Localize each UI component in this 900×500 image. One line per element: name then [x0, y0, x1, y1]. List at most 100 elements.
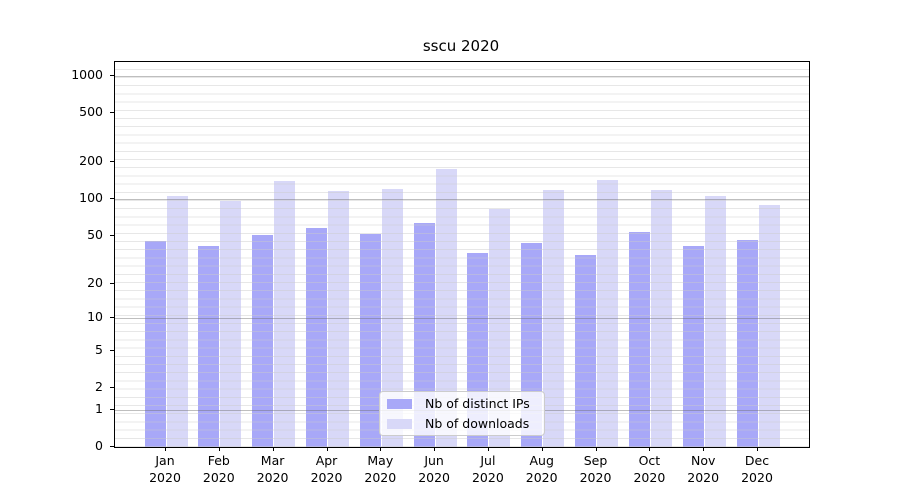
x-tick-label-dec: Dec 2020: [722, 452, 792, 486]
y-tick-label-20: 20: [87, 274, 103, 290]
bar-nb-of-downloads-feb: [220, 200, 242, 447]
y-tick-mark-0: [110, 446, 114, 447]
x-tick-year: 2020: [471, 470, 504, 485]
x-tick-month: Jun: [424, 453, 444, 468]
y-tick-label-10: 10: [87, 309, 103, 325]
bar-nb-of-distinct-ips-nov: [682, 246, 704, 447]
x-tick-year: 2020: [202, 470, 235, 485]
bar-nb-of-distinct-ips-sep: [575, 254, 597, 447]
bar-nb-of-distinct-ips-jun: [413, 222, 435, 447]
y-tick-label-1: 1: [95, 400, 103, 416]
x-tick-month: Jul: [480, 453, 496, 468]
x-tick-month: May: [367, 453, 394, 468]
x-tick-label-mar: Mar 2020: [238, 452, 308, 486]
bar-nb-of-downloads-apr: [327, 191, 349, 447]
x-tick-month: Apr: [315, 453, 338, 468]
bar-nb-of-distinct-ips-jan: [144, 241, 166, 447]
bar-nb-of-downloads-jun: [435, 169, 457, 447]
legend-swatch-nb-of-distinct-ips: [387, 398, 412, 409]
bar-nb-of-downloads-sep: [597, 180, 619, 447]
x-tick-month: Aug: [529, 453, 554, 468]
y-tick-mark-1000: [110, 75, 114, 77]
x-tick-year: 2020: [418, 470, 450, 485]
y-tick-label-200: 200: [79, 153, 103, 169]
bar-nb-of-downloads-oct: [650, 190, 672, 447]
bars-layer: [115, 62, 809, 447]
x-tick-year: 2020: [741, 470, 773, 485]
y-tick-mark-50: [110, 234, 114, 236]
y-tick-label-100: 100: [79, 190, 103, 206]
bar-nb-of-downloads-jan: [166, 195, 188, 447]
x-tick-year: 2020: [310, 470, 343, 485]
bar-nb-of-downloads-jul: [489, 209, 511, 447]
x-tick-year: 2020: [687, 470, 720, 485]
x-tick-month: Sep: [583, 453, 608, 468]
x-tick-month: Jan: [155, 453, 175, 468]
x-tick-mark-nov: [703, 447, 705, 451]
bar-nb-of-distinct-ips-apr: [305, 228, 327, 447]
x-tick-year: 2020: [364, 470, 397, 485]
y-tick-label-50: 50: [87, 226, 103, 242]
bar-nb-of-distinct-ips-feb: [198, 246, 220, 447]
y-tick-label-1000: 1000: [71, 67, 103, 83]
chart-title: sscu 2020: [422, 37, 500, 55]
x-tick-month: Dec: [744, 453, 770, 468]
x-tick-year: 2020: [525, 470, 558, 485]
x-tick-month: Nov: [690, 453, 716, 468]
x-tick-mark-sep: [595, 447, 597, 451]
legend-label-nb-of-downloads: Nb of downloads: [425, 415, 530, 431]
x-tick-label-jul: Jul 2020: [453, 452, 523, 486]
x-tick-mark-apr: [326, 447, 328, 451]
x-tick-label-jun: Jun 2020: [399, 452, 469, 486]
x-tick-month: Oct: [638, 453, 661, 468]
x-tick-mark-feb: [218, 447, 220, 451]
y-tick-mark-1: [110, 408, 114, 410]
x-tick-year: 2020: [256, 470, 289, 485]
x-tick-label-feb: Feb 2020: [184, 452, 254, 486]
bar-nb-of-downloads-dec: [758, 204, 780, 447]
x-tick-label-aug: Aug 2020: [507, 452, 577, 486]
legend-label-nb-of-distinct-ips: Nb of distinct IPs: [425, 395, 530, 411]
x-tick-mark-oct: [649, 447, 651, 451]
y-tick-mark-2: [110, 387, 114, 388]
x-tick-mark-dec: [757, 447, 758, 451]
bar-nb-of-distinct-ips-mar: [252, 234, 274, 447]
x-tick-year: 2020: [579, 470, 612, 485]
x-tick-mark-mar: [272, 447, 274, 451]
bar-nb-of-downloads-mar: [274, 181, 296, 447]
x-tick-label-apr: Apr 2020: [292, 452, 362, 486]
x-tick-mark-jan: [165, 447, 166, 451]
x-tick-label-nov: Nov 2020: [668, 452, 738, 486]
x-tick-mark-jun: [434, 447, 436, 451]
x-tick-mark-jul: [487, 447, 489, 451]
y-tick-label-0: 0: [95, 438, 103, 453]
bar-nb-of-downloads-nov: [704, 195, 726, 447]
legend: Nb of distinct IPs Nb of downloads: [379, 391, 545, 436]
bar-nb-of-downloads-may: [381, 189, 403, 447]
y-tick-label-5: 5: [95, 341, 103, 357]
y-tick-mark-5: [110, 349, 114, 351]
x-tick-mark-aug: [541, 447, 543, 451]
bar-nb-of-distinct-ips-oct: [628, 231, 650, 447]
x-tick-year: 2020: [633, 470, 666, 485]
bar-nb-of-downloads-aug: [543, 190, 565, 447]
bar-nb-of-distinct-ips-may: [359, 233, 381, 447]
x-tick-month: Mar: [260, 453, 285, 468]
x-tick-year: 2020: [149, 470, 181, 485]
y-tick-mark-200: [110, 161, 114, 163]
bar-nb-of-distinct-ips-dec: [736, 240, 758, 447]
legend-swatch-nb-of-downloads: [387, 418, 412, 429]
y-tick-mark-20: [110, 282, 114, 284]
plot-area: Nb of distinct IPs Nb of downloads: [114, 61, 810, 448]
x-tick-label-oct: Oct 2020: [614, 452, 684, 486]
x-tick-label-sep: Sep 2020: [561, 452, 631, 486]
y-tick-mark-10: [110, 317, 114, 319]
y-tick-label-2: 2: [95, 379, 103, 394]
x-tick-mark-may: [380, 447, 382, 451]
legend-item-nb-of-downloads: Nb of downloads: [387, 414, 536, 434]
x-tick-month: Feb: [207, 453, 230, 468]
y-tick-mark-100: [110, 198, 114, 200]
x-tick-label-may: May 2020: [345, 452, 415, 486]
y-tick-mark-500: [110, 112, 114, 114]
